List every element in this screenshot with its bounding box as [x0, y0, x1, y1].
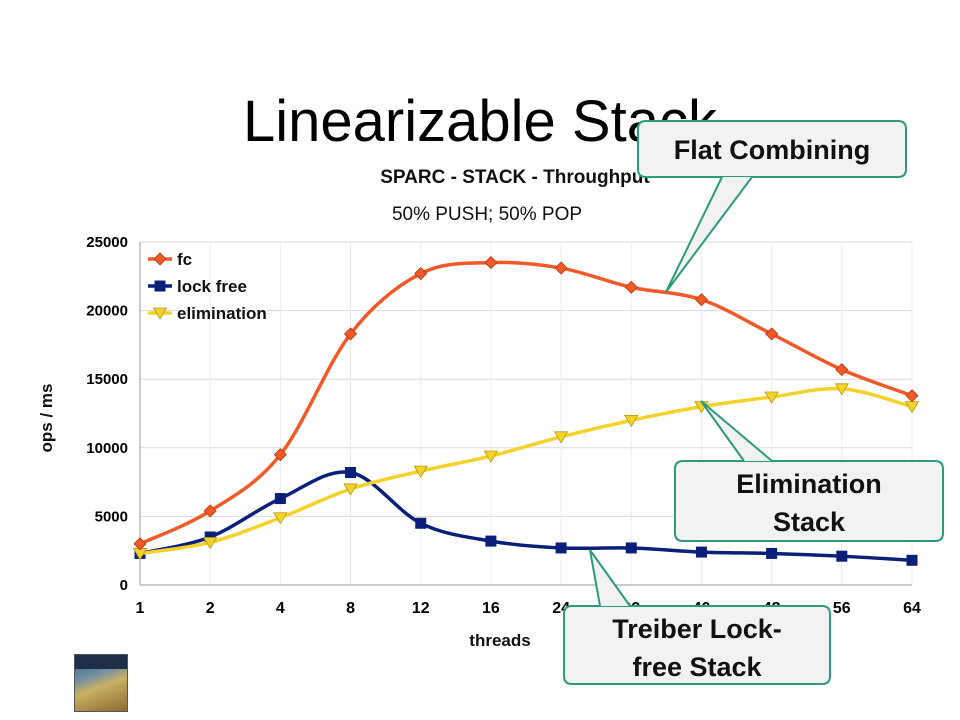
elimination-data-point — [553, 431, 569, 444]
lock-free-data-point — [415, 517, 427, 529]
lock-free-data-point — [485, 535, 497, 547]
fc-data-point — [694, 293, 709, 307]
x-tick-label: 56 — [833, 600, 851, 617]
callout-box — [674, 460, 944, 542]
callout-pointer — [589, 549, 631, 607]
lock-free-data-point — [836, 550, 848, 562]
lock-free-data-point — [695, 546, 707, 558]
lock-free-data-point — [625, 542, 637, 554]
chart-title: SPARC - STACK - Throughput — [380, 167, 650, 188]
elimination-stack-callout: Elimination Stack — [674, 400, 944, 542]
elimination-data-point — [413, 465, 428, 478]
x-tick-label: 64 — [903, 600, 921, 617]
x-tick-label: 12 — [412, 600, 430, 617]
y-axis-label: ops / ms — [37, 384, 56, 453]
lock-free-data-point — [555, 542, 567, 554]
callout-pointer — [700, 400, 773, 462]
fc-legend-label: fc — [177, 250, 192, 269]
fc-data-point — [343, 327, 358, 341]
y-tick-label: 10000 — [86, 440, 128, 457]
fc-data-point — [273, 448, 287, 462]
x-tick-label: 1 — [136, 600, 145, 617]
callout-text-line: Treiber Lock- — [612, 614, 782, 644]
lock-free-data-point — [345, 466, 357, 478]
callout-box — [637, 120, 907, 178]
book-cover-thumbnail — [74, 654, 128, 712]
lock-free-data-point — [766, 547, 778, 559]
elimination-data-point — [764, 391, 779, 404]
elimination-series-line — [139, 386, 913, 556]
fc-data-point — [835, 363, 849, 377]
callout-text-line: Flat Combining — [674, 135, 870, 165]
fc-data-point — [554, 261, 568, 275]
chart-subtitle: 50% PUSH; 50% POP — [392, 204, 582, 225]
fc-data-point — [765, 327, 779, 341]
x-tick-label: 16 — [482, 600, 500, 617]
flat-combining-callout: Flat Combining — [637, 120, 907, 293]
fc-data-point — [624, 280, 638, 294]
x-tick-label: 4 — [276, 600, 285, 617]
fc-data-point — [203, 504, 217, 518]
fc-data-point — [484, 256, 498, 270]
callout-pointer — [665, 176, 753, 293]
x-tick-label: 2 — [206, 600, 215, 617]
fc-data-point — [905, 389, 919, 403]
callout-text-line: Stack — [773, 507, 846, 537]
fc-data-point — [414, 266, 428, 281]
elimination-data-point — [343, 483, 358, 496]
elimination-data-point — [834, 383, 850, 396]
lock-free-legend-label: lock free — [177, 277, 247, 296]
y-tick-label: 5000 — [95, 508, 128, 525]
x-axis-label: threads — [469, 631, 530, 650]
y-tick-label: 0 — [120, 577, 128, 594]
lock-free-data-point — [906, 554, 918, 566]
y-tick-label: 15000 — [86, 371, 128, 388]
callout-text-line: Elimination — [736, 469, 882, 499]
elimination-data-point — [483, 450, 499, 463]
x-tick-label: 8 — [346, 600, 355, 617]
elimination-legend-marker — [152, 307, 168, 320]
callout-text-line: free Stack — [632, 652, 762, 682]
y-tick-label: 25000 — [86, 234, 128, 251]
callout-box — [563, 605, 831, 685]
elimination-data-point — [273, 512, 288, 525]
lock-free-legend-marker — [154, 280, 166, 292]
fc-legend-marker — [153, 252, 167, 266]
elimination-data-point — [624, 414, 639, 428]
fc-data-point — [133, 537, 147, 551]
elimination-legend-label: elimination — [177, 304, 267, 323]
treiber-callout: Treiber Lock-free Stack — [563, 549, 831, 685]
elimination-data-point — [202, 537, 218, 550]
y-tick-label: 20000 — [86, 303, 128, 320]
lock-free-data-point — [274, 493, 286, 505]
lock-free-data-point — [204, 531, 216, 543]
